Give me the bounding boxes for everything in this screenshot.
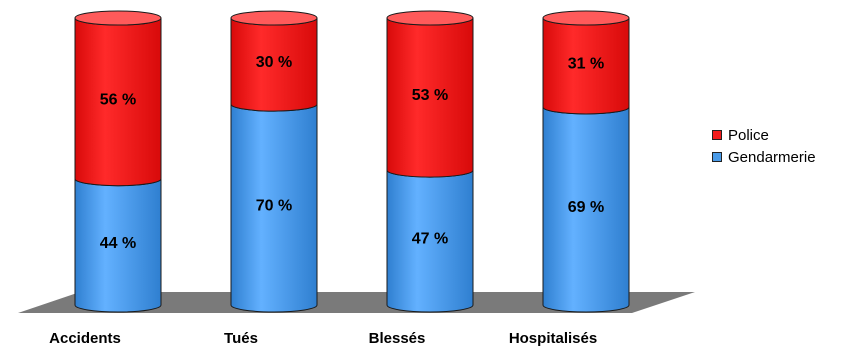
- data-label-gendarmerie-3: 69 %: [568, 199, 604, 216]
- bar-cap-police-0: [74, 10, 162, 26]
- legend-swatch-gendarmerie: [712, 152, 722, 162]
- data-label-police-1: 30 %: [256, 54, 292, 71]
- legend-label-police: Police: [728, 126, 769, 144]
- x-tick-label-1: Tués: [224, 330, 258, 347]
- bar-cap-police-3: [542, 10, 630, 26]
- legend-swatch-police: [712, 130, 722, 140]
- legend: Police Gendarmerie: [712, 124, 816, 168]
- x-tick-label-3: Hospitalisés: [509, 330, 597, 347]
- data-label-police-0: 56 %: [100, 91, 136, 108]
- data-label-police-3: 31 %: [568, 55, 604, 72]
- data-label-gendarmerie-1: 70 %: [256, 198, 292, 215]
- legend-item-police: Police: [712, 124, 816, 146]
- legend-item-gendarmerie: Gendarmerie: [712, 146, 816, 168]
- legend-label-gendarmerie: Gendarmerie: [728, 148, 816, 166]
- bars-group: 44 % 56 % 70 % 30 % 47 % 53 % 69 % 31 %: [74, 10, 630, 313]
- data-label-gendarmerie-0: 44 %: [100, 235, 136, 252]
- x-axis-labels: Accidents Tués Blessés Hospitalisés: [49, 330, 597, 347]
- bar-cap-police-1: [230, 10, 318, 26]
- bar-cap-police-2: [386, 10, 474, 26]
- chart-floor: [18, 292, 695, 313]
- data-label-gendarmerie-2: 47 %: [412, 231, 448, 248]
- data-label-police-2: 53 %: [412, 87, 448, 104]
- x-tick-label-2: Blessés: [369, 330, 426, 347]
- x-tick-label-0: Accidents: [49, 330, 121, 347]
